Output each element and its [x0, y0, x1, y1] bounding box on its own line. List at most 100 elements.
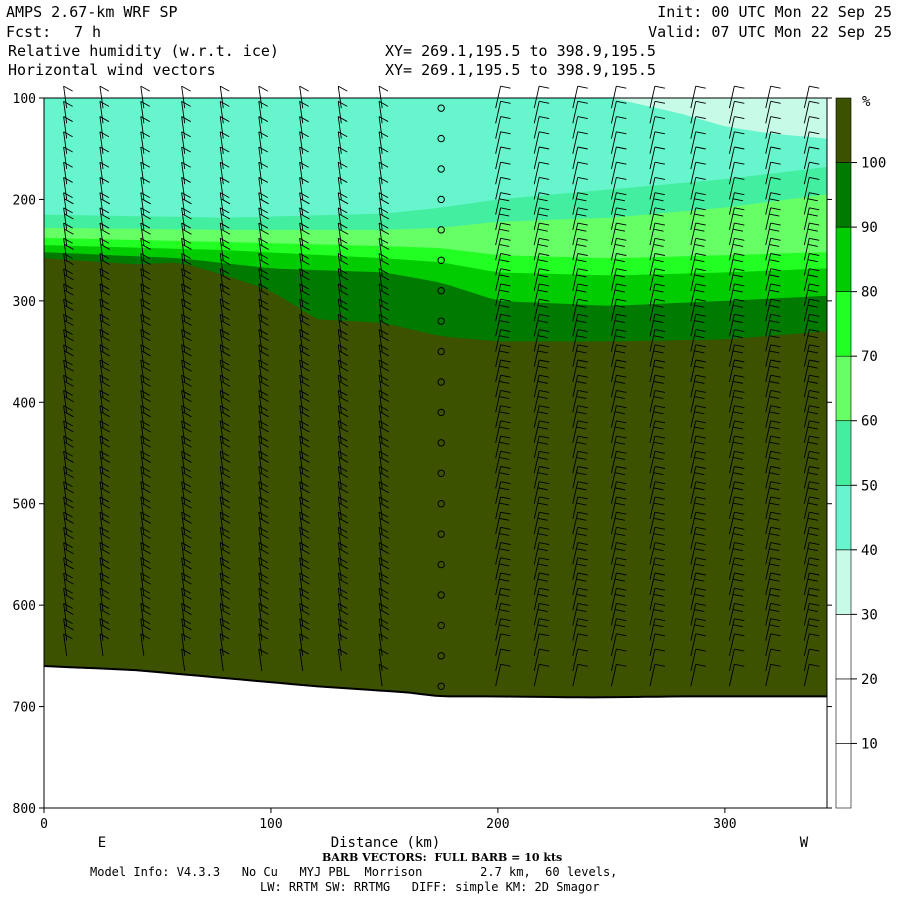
barb-staff [610, 192, 617, 215]
barb-flag [182, 396, 192, 402]
barb-flag [576, 213, 587, 217]
barb-flag [259, 396, 269, 402]
barb-flag [338, 274, 349, 281]
barb-flag [770, 329, 781, 333]
barb-flag [809, 618, 820, 622]
barb-staff [99, 466, 104, 489]
barb-flag [770, 648, 781, 652]
barb-flag [141, 578, 151, 585]
barb-staff [378, 329, 383, 352]
barb-flag [219, 268, 230, 275]
barb-staff [378, 527, 383, 550]
barb-flag [259, 259, 269, 266]
barb-flag [378, 131, 389, 138]
barb-flag [259, 365, 269, 372]
barb-flag [732, 563, 744, 567]
barb-flag [539, 100, 550, 104]
barb-flag [539, 420, 550, 424]
barb-flag [694, 517, 705, 521]
barb-flag [654, 557, 666, 561]
barb-staff [299, 466, 304, 489]
barb-flag [695, 131, 706, 135]
barb-staff [63, 223, 68, 246]
barb-flag [616, 633, 627, 637]
barb-flag [499, 350, 510, 354]
barb-flag [734, 572, 745, 576]
barb-staff [495, 481, 502, 504]
barb-flag [63, 268, 73, 275]
calm-circle [437, 347, 445, 356]
barb-flag [614, 396, 626, 400]
barb-flag [576, 517, 587, 521]
barb-staff [495, 496, 502, 520]
barb-staff [299, 359, 304, 383]
barb-flag [140, 177, 150, 183]
barb-staff [140, 557, 145, 580]
colorbar-swatch [835, 355, 852, 422]
barb-flag [299, 146, 309, 153]
barb-flag [537, 274, 548, 278]
barb-flag [654, 298, 666, 302]
barb-flag [338, 578, 349, 585]
barb-flag [616, 237, 627, 241]
barb-staff [765, 238, 772, 261]
barb-staff [690, 420, 697, 443]
barb-flag [378, 161, 389, 168]
barb-flag [181, 526, 191, 533]
barb-flag [809, 192, 820, 196]
barb-flag [770, 496, 781, 500]
barb-flag [259, 304, 269, 311]
barb-staff [219, 603, 224, 626]
barb-flag [616, 313, 627, 317]
rh-band-30 [44, 98, 827, 139]
barb-flag [499, 593, 510, 597]
barb-staff [337, 649, 342, 672]
barb-flag [338, 304, 349, 311]
barb-staff [181, 177, 186, 200]
barb-staff [649, 466, 656, 489]
barb-flag [64, 198, 74, 205]
barb-staff [572, 101, 579, 124]
barb-flag [734, 542, 745, 546]
barb-staff [219, 436, 224, 459]
barb-staff [728, 512, 735, 535]
barb-flag [616, 161, 627, 165]
barb-staff [337, 405, 342, 428]
barb-flag [614, 487, 626, 491]
barb-flag [99, 237, 110, 244]
barb-flag [694, 380, 705, 384]
barb-staff [572, 146, 579, 170]
barb-flag [695, 511, 706, 515]
barb-flag [141, 396, 151, 402]
barb-staff [337, 633, 342, 656]
barb-staff [572, 557, 579, 580]
barb-staff [610, 527, 617, 550]
barb-flag [100, 244, 111, 250]
barb-staff [337, 192, 342, 215]
barb-flag [378, 268, 389, 275]
barb-flag [379, 426, 390, 433]
barb-staff [649, 359, 656, 383]
barb-flag [99, 207, 110, 214]
barb-staff [690, 192, 697, 215]
barb-flag [769, 365, 780, 369]
barb-flag [769, 517, 780, 521]
header-xy-wind: XY= 269.1,195.5 to 398.9,195.5 [385, 61, 656, 79]
colorbar-label: 60 [861, 414, 878, 430]
barb-flag [299, 161, 309, 168]
barb-staff [99, 344, 104, 367]
barb-flag [99, 313, 110, 320]
barb-flag [181, 481, 191, 488]
barb-flag [654, 253, 666, 256]
barb-staff [765, 222, 772, 246]
barb-staff [337, 496, 342, 519]
barb-flag [64, 472, 74, 479]
barb-flag [99, 450, 110, 457]
barb-staff [181, 481, 186, 504]
barb-flag [338, 329, 348, 335]
y-tick-label: 500 [13, 498, 36, 513]
barb-flag [653, 563, 664, 567]
barb-flag [537, 563, 548, 567]
barb-flag [299, 450, 309, 457]
